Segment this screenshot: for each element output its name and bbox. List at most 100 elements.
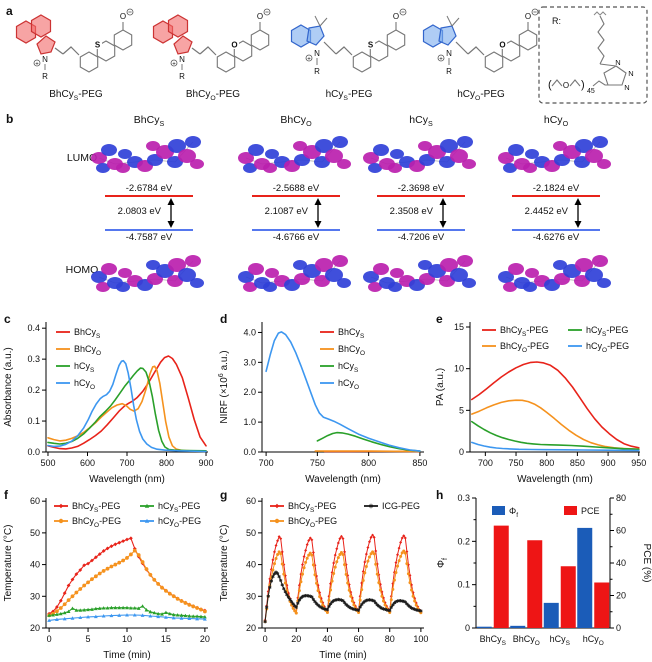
lumo-level-line — [512, 195, 600, 198]
axes: 700 750 800 850 900 950 0 5 10 15 Wavelength (nm) P… — [435, 322, 646, 485]
svg-text:15: 15 — [454, 322, 464, 332]
svg-text:hCyO-PEG: hCyO-PEG — [158, 516, 201, 529]
bandgap-value: 2.1087 eV — [264, 206, 308, 218]
pa-chart: 700 750 800 850 900 950 0 5 10 15 Wavelength (nm) P… — [435, 322, 646, 485]
svg-text:800: 800 — [539, 458, 554, 468]
orbital-column-4: hCyO -2.1824 eV 2.4452 eV -4.6276 eV — [488, 114, 624, 302]
series-bhcyo-peg — [471, 399, 640, 450]
svg-text:S: S — [95, 41, 101, 50]
series-bhcys-peg — [471, 361, 640, 449]
svg-text:BhCyO: BhCyO — [338, 344, 365, 357]
svg-text:S: S — [368, 41, 374, 50]
panel-a-letter: a — [6, 4, 13, 18]
cycling-chart: 0 20 40 60 80 100 20 30 40 50 60 Time (min) Temperat… — [219, 496, 428, 661]
svg-text:O: O — [231, 41, 237, 50]
double-arrow-icon — [439, 198, 447, 229]
svg-text:5: 5 — [86, 634, 91, 644]
nirf-chart: 700 750 800 850 0.0 1.0 2.0 3.0 4.0 Wavelength (n… — [216, 322, 427, 485]
homo-level-line — [252, 229, 340, 232]
molecular-orbital-isosurface — [91, 255, 204, 293]
r-group-box: R: N N N(O) 45 — [538, 6, 648, 109]
svg-text:Φf: Φf — [509, 506, 518, 519]
svg-text:N: N — [628, 69, 633, 78]
donor-head — [152, 14, 193, 55]
svg-text:hCyO: hCyO — [338, 378, 359, 391]
compound-label: BhCyO-PEG — [185, 89, 241, 102]
svg-text:Absorbance (a.u.): Absorbance (a.u.) — [3, 347, 14, 427]
svg-text:O: O — [525, 12, 531, 21]
svg-text:80: 80 — [616, 493, 626, 503]
bar-group-0 — [476, 525, 509, 628]
axes: 0 20 40 60 80 100 20 30 40 50 60 Time (min) Temperat… — [219, 496, 428, 661]
svg-text:+: + — [307, 57, 311, 63]
svg-text:80: 80 — [385, 634, 395, 644]
pce-bar — [527, 540, 543, 628]
absorbance-chart: 500 600 700 800 900 0.0 0.1 0.2 0.3 0.4 Wavelength… — [3, 322, 214, 485]
svg-text:0.2: 0.2 — [27, 385, 40, 395]
panel-g-letter: g — [220, 488, 228, 502]
svg-text:hCyS: hCyS — [550, 634, 571, 647]
svg-text:0.4: 0.4 — [27, 323, 40, 333]
pce-bar — [560, 566, 576, 628]
homo-level-line — [512, 229, 600, 232]
svg-text:BhCyS: BhCyS — [74, 327, 101, 340]
svg-text:Temperature (°C): Temperature (°C) — [3, 525, 14, 602]
double-arrow-icon — [167, 198, 175, 229]
phi-f-bar — [543, 602, 559, 628]
series-bhcyo-peg — [47, 548, 207, 618]
compound-title: hCyS — [409, 114, 433, 129]
svg-text:0: 0 — [465, 623, 470, 633]
bandgap-value: 2.4452 eV — [524, 206, 568, 218]
svg-text:hCyO-PEG: hCyO-PEG — [586, 341, 629, 354]
svg-text:50: 50 — [30, 528, 40, 538]
svg-text:N: N — [314, 49, 320, 58]
compound-title: BhCyO — [280, 114, 312, 129]
photothermal-chart: 0 5 10 15 20 20 30 40 50 60 Time (min) Temperature … — [3, 496, 210, 661]
benz-indole-dye-structure: N+RSO — [15, 8, 134, 81]
svg-text:100: 100 — [413, 634, 428, 644]
donor-head — [290, 24, 325, 48]
homo-level-line — [105, 229, 193, 232]
series-bhcyo-peg — [263, 549, 423, 624]
molecular-orbital-isosurface — [363, 136, 476, 174]
lumo-energy: -2.6784 eV — [125, 183, 173, 195]
svg-text:BhCyO-PEG: BhCyO-PEG — [500, 341, 549, 354]
svg-text:BhCyS: BhCyS — [480, 634, 507, 647]
svg-text:900: 900 — [601, 458, 616, 468]
panel-d-nirf: d 700 750 800 850 0.0 1.0 2.0 3.0 4.0 Wavelength (… — [216, 310, 432, 486]
phi-pce-chart: 0 0.1 0.2 0.3 0 20 40 60 80 Φf PCE (%) BhCyS BhCyO hC… — [436, 493, 652, 647]
svg-text:45: 45 — [587, 88, 595, 95]
series-hcyo — [265, 331, 421, 452]
homo-row-label: HOMO — [65, 264, 99, 276]
svg-text:800: 800 — [361, 458, 376, 468]
molecular-orbital-isosurface — [238, 255, 351, 293]
svg-text:N: N — [42, 55, 48, 64]
chromene-acceptor: OO — [484, 8, 539, 73]
panel-b-letter: b — [6, 112, 14, 126]
svg-text:): ) — [581, 79, 585, 91]
panel-d-letter: d — [220, 312, 228, 326]
svg-text:0: 0 — [616, 623, 621, 633]
panel-e-letter: e — [436, 312, 443, 326]
svg-text:0.2: 0.2 — [457, 536, 470, 546]
svg-text:BhCyS-PEG: BhCyS-PEG — [288, 501, 336, 514]
svg-text:0.1: 0.1 — [457, 580, 470, 590]
series-hcyo — [47, 359, 207, 453]
svg-text:900: 900 — [199, 458, 214, 468]
svg-text:750: 750 — [509, 458, 524, 468]
svg-text:BhCyO-PEG: BhCyO-PEG — [72, 516, 121, 529]
homo-energy: -4.6766 eV — [272, 232, 320, 244]
molecular-orbital-isosurface — [498, 255, 611, 293]
series-hcys-peg — [471, 420, 640, 451]
svg-text:0.3: 0.3 — [27, 354, 40, 364]
homo-energy: -4.7206 eV — [397, 232, 445, 244]
bar-group-3 — [577, 527, 610, 628]
svg-text:R: R — [446, 67, 452, 76]
svg-text:40: 40 — [246, 560, 256, 570]
svg-text:40: 40 — [322, 634, 332, 644]
compound-title: hCyO — [543, 114, 569, 129]
svg-text:20: 20 — [30, 623, 40, 633]
svg-text:R: R — [179, 72, 185, 81]
